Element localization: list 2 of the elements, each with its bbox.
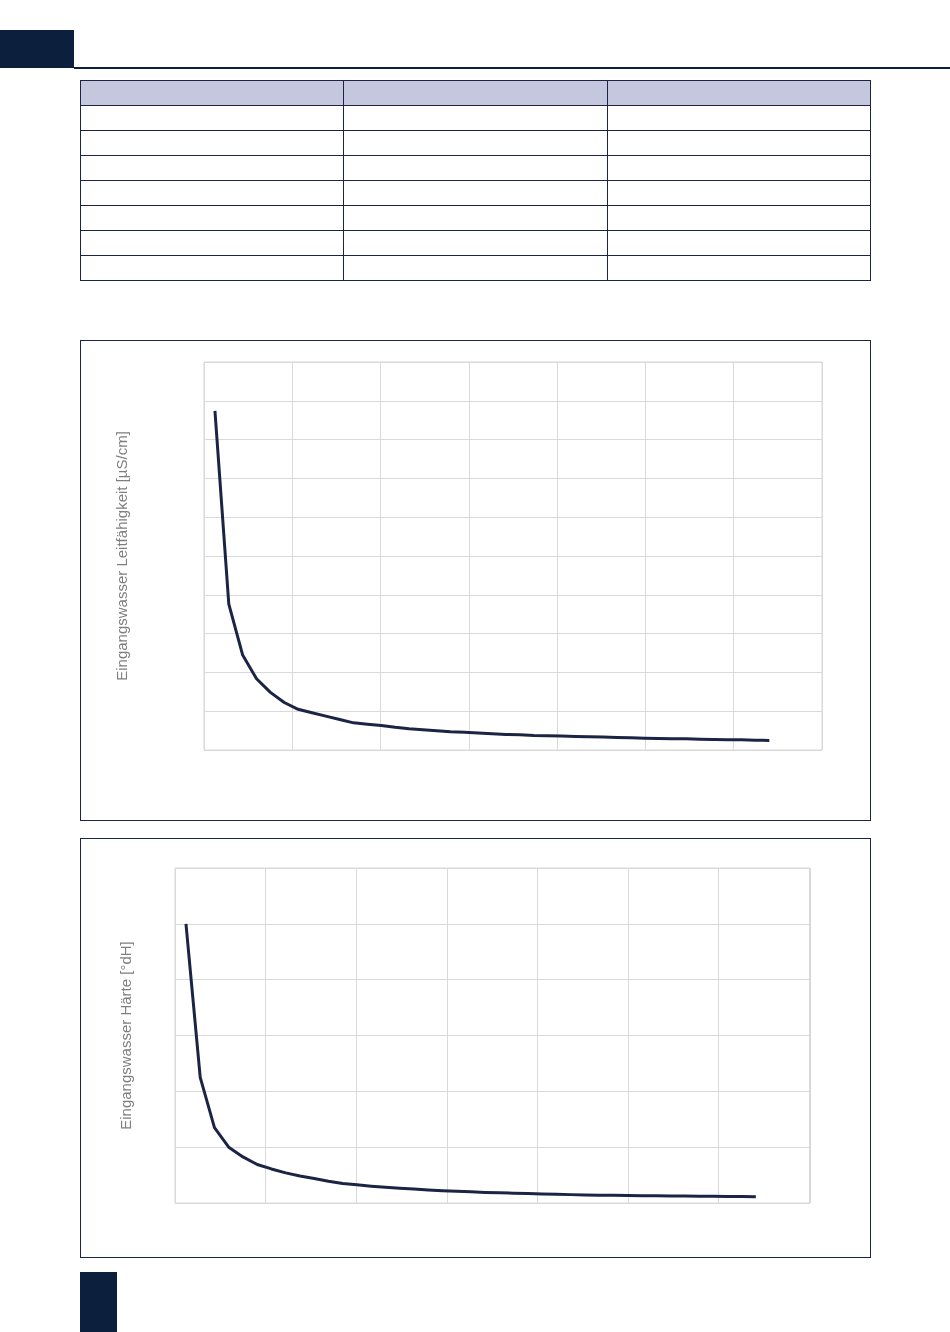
y-axis-title: Eingangswasser Härte [°dH] — [117, 941, 134, 1130]
y-axis-title: Eingangswasser Leitfähigkeit [µS/cm] — [113, 431, 130, 681]
